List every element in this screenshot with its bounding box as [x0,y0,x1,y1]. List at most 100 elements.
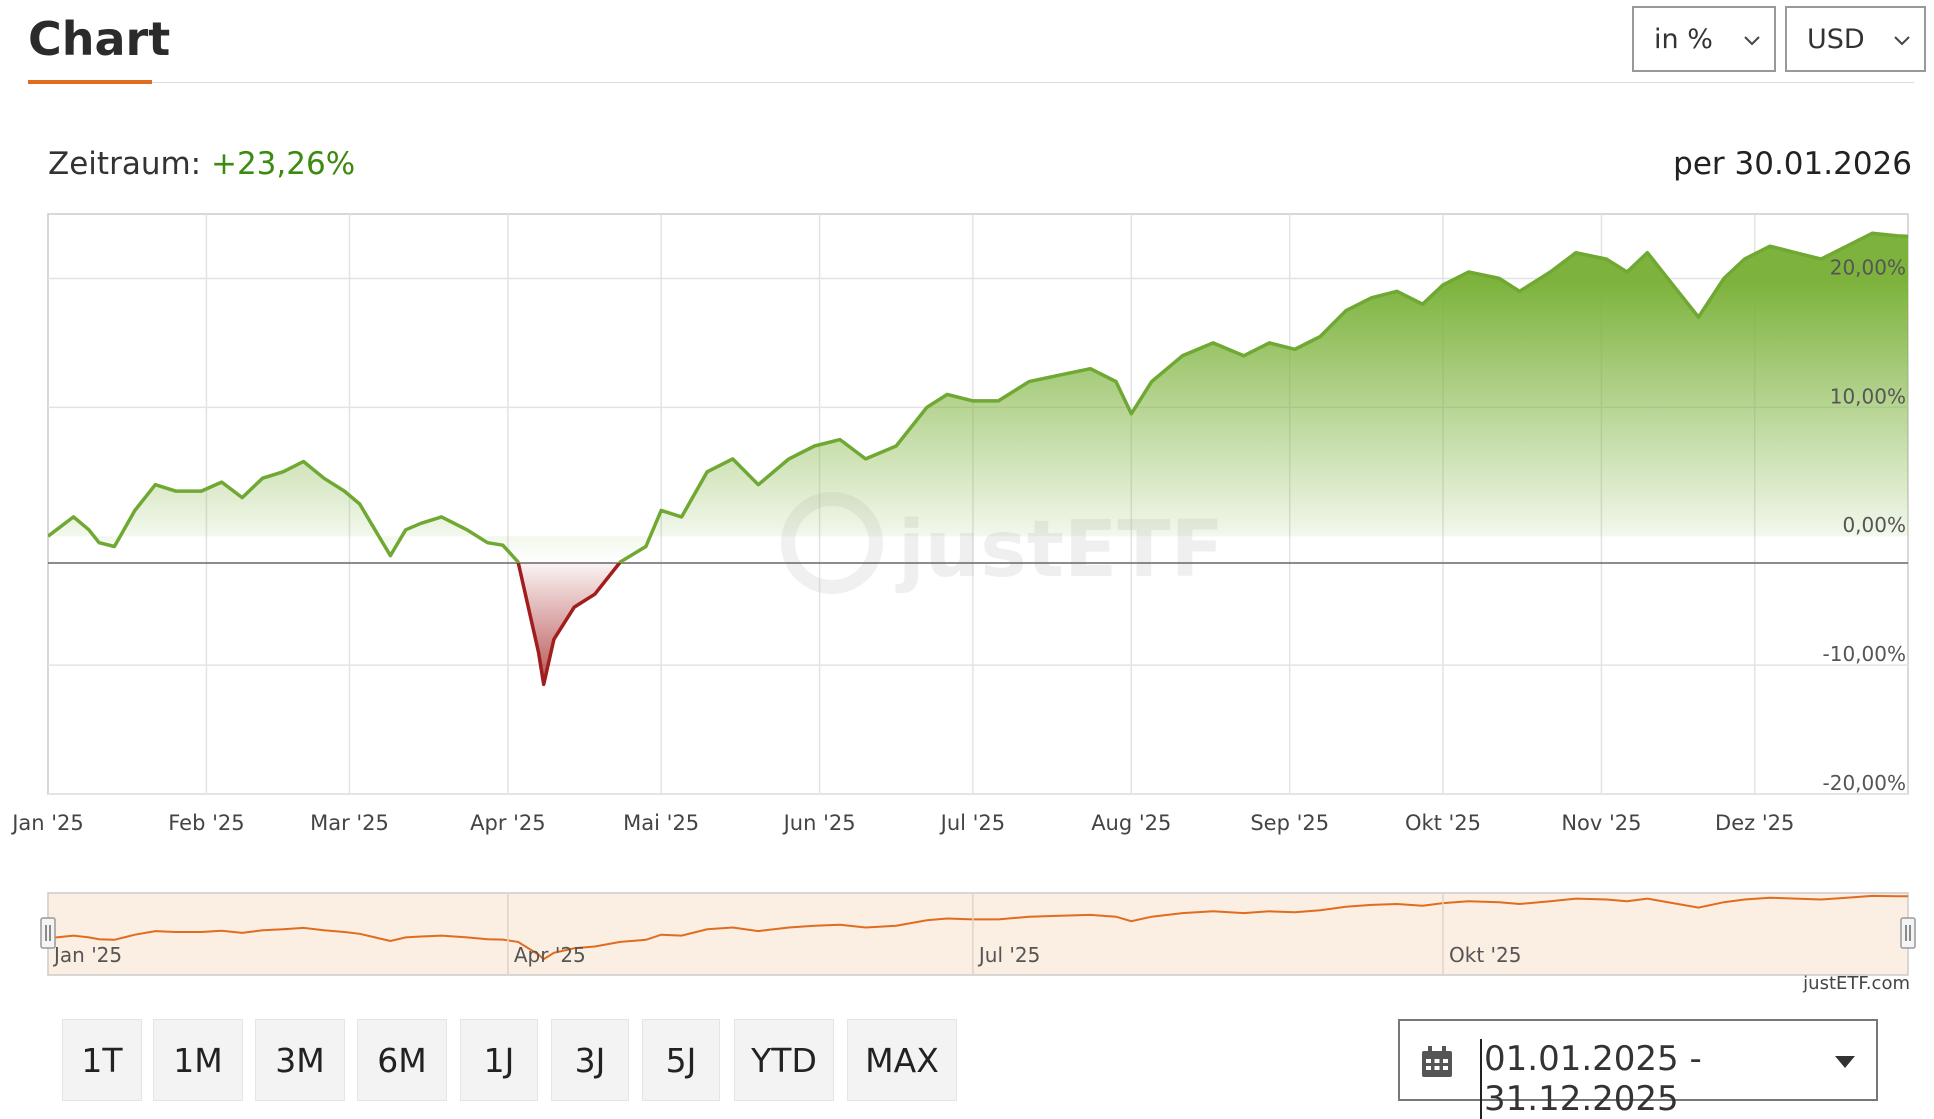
data-point[interactable] [42,530,54,542]
data-point[interactable] [277,466,289,478]
data-point[interactable] [400,524,412,536]
data-point[interactable] [1815,253,1827,265]
data-point[interactable] [992,395,1004,407]
range-button-3j[interactable]: 3J [551,1019,629,1101]
data-point[interactable] [436,511,448,523]
data-point[interactable] [890,440,902,452]
data-point[interactable] [1621,266,1633,278]
data-point[interactable] [461,524,473,536]
data-point[interactable] [1110,376,1122,388]
data-point[interactable] [149,479,161,491]
data-point[interactable] [1790,247,1802,259]
data-point[interactable] [533,646,545,658]
data-point[interactable] [216,476,228,488]
data-point[interactable] [1238,350,1250,362]
data-point[interactable] [701,466,713,478]
data-point[interactable] [318,472,330,484]
data-point[interactable] [809,440,821,452]
data-point[interactable] [482,537,494,549]
data-point[interactable] [1514,285,1526,297]
performance-chart[interactable]: justETF -20,00%-10,00%0,00%10,00%20,00% … [0,0,1934,1000]
data-point[interactable] [129,504,141,516]
data-point[interactable] [538,678,550,690]
data-point[interactable] [195,485,207,497]
data-point[interactable] [1437,279,1449,291]
data-point[interactable] [941,388,953,400]
data-point[interactable] [568,601,580,613]
data-point[interactable] [1146,376,1158,388]
range-button-max[interactable]: MAX [847,1019,957,1101]
data-point[interactable] [1340,305,1352,317]
data-point[interactable] [1366,292,1378,304]
data-point[interactable] [834,434,846,446]
data-point[interactable] [1866,227,1878,239]
range-button-6m[interactable]: 6M [357,1019,447,1101]
data-point[interactable] [1570,247,1582,259]
data-point[interactable] [1289,343,1301,355]
data-point[interactable] [1544,266,1556,278]
data-point[interactable] [676,511,688,523]
data-point[interactable] [93,537,105,549]
data-point[interactable] [1176,350,1188,362]
unit-select[interactable]: in % [1632,6,1776,72]
data-point[interactable] [83,524,95,536]
data-point[interactable] [338,485,350,497]
data-point[interactable] [1417,298,1429,310]
data-point[interactable] [369,524,381,536]
date-range-picker[interactable]: 01.01.2025 - 31.12.2025 [1398,1019,1878,1119]
range-button-3m[interactable]: 3M [255,1019,345,1101]
data-point[interactable] [236,492,248,504]
data-point[interactable] [1084,363,1096,375]
data-point[interactable] [1314,330,1326,342]
data-point[interactable] [354,498,366,510]
x-tick-label: Aug '25 [1091,811,1171,835]
data-point[interactable] [752,479,764,491]
data-point[interactable] [589,588,601,600]
data-point[interactable] [727,453,739,465]
data-point[interactable] [1693,311,1705,323]
navigator-handle-left[interactable] [40,917,56,949]
data-point[interactable] [1207,337,1219,349]
data-point[interactable] [860,453,872,465]
data-point[interactable] [1841,240,1853,252]
range-button-1j[interactable]: 1J [460,1019,538,1101]
data-point[interactable] [298,456,310,468]
currency-select[interactable]: USD [1785,6,1926,72]
data-point[interactable] [921,401,933,413]
range-button-1t[interactable]: 1T [62,1019,142,1101]
data-point[interactable] [548,633,560,645]
data-point[interactable] [497,539,509,551]
data-point[interactable] [1764,240,1776,252]
chevron-down-icon [1744,36,1760,46]
data-point[interactable] [655,504,667,516]
data-point[interactable] [415,517,427,529]
data-point[interactable] [108,541,120,553]
data-point[interactable] [1739,253,1751,265]
data-point[interactable] [1463,266,1475,278]
range-button-ytd[interactable]: YTD [734,1019,834,1101]
data-point[interactable] [967,395,979,407]
data-point[interactable] [170,485,182,497]
data-point[interactable] [1391,285,1403,297]
data-point[interactable] [640,541,652,553]
data-point[interactable] [614,556,626,568]
range-button-5j[interactable]: 5J [642,1019,720,1101]
data-point[interactable] [1902,230,1914,242]
data-point[interactable] [384,550,396,562]
data-point[interactable] [1493,272,1505,284]
data-point[interactable] [1892,230,1904,242]
data-point[interactable] [1023,376,1035,388]
range-button-1m[interactable]: 1M [153,1019,243,1101]
data-point[interactable] [1054,369,1066,381]
data-point[interactable] [1125,408,1137,420]
data-point[interactable] [1641,247,1653,259]
data-point[interactable] [1601,253,1613,265]
data-point[interactable] [783,453,795,465]
data-point[interactable] [1263,337,1275,349]
data-point[interactable] [1718,272,1730,284]
navigator-handle-right[interactable] [1900,917,1916,949]
data-point[interactable] [68,511,80,523]
data-point[interactable] [512,556,524,568]
data-point[interactable] [257,472,269,484]
data-point[interactable] [1667,279,1679,291]
